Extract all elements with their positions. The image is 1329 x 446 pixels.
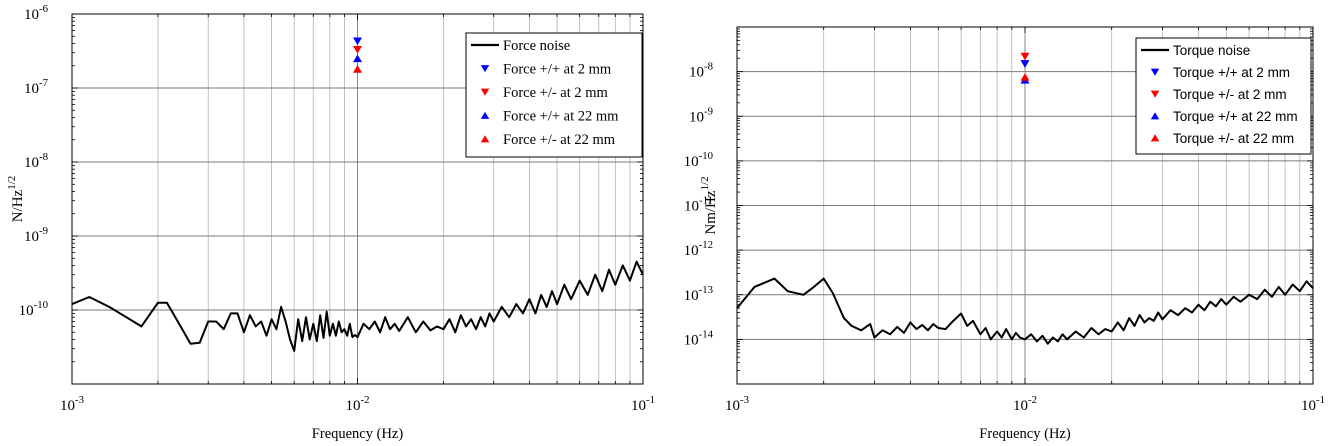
x-tick-label: 10-2 xyxy=(346,394,370,414)
x-tick-label: 10-3 xyxy=(725,394,749,414)
y-tick-label: 10-7 xyxy=(24,77,49,97)
y-tick-label: 10-14 xyxy=(684,328,714,348)
data-point-marker xyxy=(1020,60,1030,68)
legend-label: Force noise xyxy=(503,38,570,54)
legend-box xyxy=(1135,37,1312,155)
data-point-marker xyxy=(353,46,362,54)
legend-label: Torque +/- at 22 mm xyxy=(1173,131,1294,146)
data-point-marker xyxy=(1020,52,1030,61)
series-line-force-noise xyxy=(71,260,644,352)
x-axis-label: Frequency (Hz) xyxy=(312,426,404,442)
y-tick-label: 10-8 xyxy=(24,151,48,171)
legend-marker-swatch xyxy=(1150,112,1160,120)
x-tick-label: 10-1 xyxy=(631,394,655,414)
data-point-marker xyxy=(353,54,362,63)
legend-marker-swatch xyxy=(480,111,490,119)
y-tick-label: 10-8 xyxy=(689,61,713,81)
legend-marker-swatch xyxy=(1150,134,1160,142)
y-tick-label: 10-6 xyxy=(24,3,49,23)
torque-noise-chart: 10-3 10-2 10-1 10-14 10-13 10-12 10-11 10-10 10-… xyxy=(684,26,1325,442)
legend-label: Force +/+ at 22 mm xyxy=(503,109,619,125)
legend: Torque noise Torque +/+ at 2 mm Torque +/-… xyxy=(1135,37,1312,155)
legend: Force noise Force +/+ at 2 mm Force +/- at… xyxy=(465,32,643,158)
y-axis-label: Nm/Hz1/2 xyxy=(699,176,719,234)
legend-marker-swatch xyxy=(1150,68,1160,76)
x-tick-label: 10-2 xyxy=(1013,394,1037,414)
legend-label: Force +/+ at 2 mm xyxy=(503,62,612,78)
legend-label: Torque +/- at 2 mm xyxy=(1173,87,1287,102)
y-tick-label: 10-9 xyxy=(689,105,713,125)
y-tick-label: 10-12 xyxy=(684,239,713,259)
series-line-torque-noise xyxy=(736,277,1314,345)
legend-marker-swatch xyxy=(480,135,490,143)
x-axis-label: Frequency (Hz) xyxy=(979,426,1071,442)
plot-frame xyxy=(71,13,644,385)
y-tick-label: 10-11 xyxy=(684,195,713,215)
y-tick-label: 10-10 xyxy=(19,299,48,319)
y-tick-label: 10-9 xyxy=(24,225,48,245)
legend-label: Torque noise xyxy=(1173,43,1250,58)
legend-marker-swatch xyxy=(480,88,490,96)
legend-label: Force +/- at 2 mm xyxy=(503,85,609,101)
data-point-marker xyxy=(353,37,362,46)
y-axis-label: N/Hz1/2 xyxy=(6,176,26,223)
x-tick-label: 10-1 xyxy=(1301,394,1325,414)
data-point-marker xyxy=(1020,73,1030,81)
x-tick-label: 10-3 xyxy=(60,394,84,414)
y-tick-label: 10-13 xyxy=(684,284,713,304)
legend-marker-swatch xyxy=(480,65,490,73)
legend-label: Torque +/+ at 22 mm xyxy=(1173,109,1298,124)
grid xyxy=(737,27,1313,384)
data-point-marker xyxy=(353,65,362,73)
legend-marker-swatch xyxy=(1150,90,1160,98)
legend-label: Torque +/+ at 2 mm xyxy=(1173,65,1290,80)
legend-box xyxy=(465,32,643,158)
force-noise-chart: 10-3 10-2 10-1 10-10 10-9 10-8 10-7 10-6 Frequen… xyxy=(6,3,655,442)
legend-label: Force +/- at 22 mm xyxy=(503,132,616,148)
y-tick-label: 10-10 xyxy=(684,150,713,170)
plot-frame xyxy=(736,26,1314,385)
